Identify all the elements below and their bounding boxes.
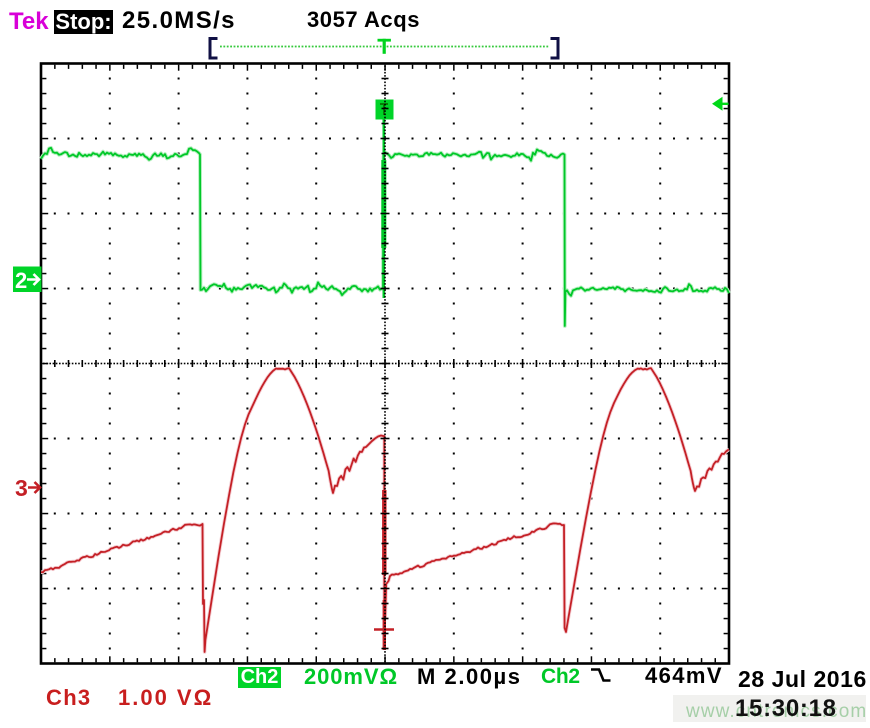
svg-text:3: 3 [15,475,28,501]
svg-text:2: 2 [15,268,27,293]
